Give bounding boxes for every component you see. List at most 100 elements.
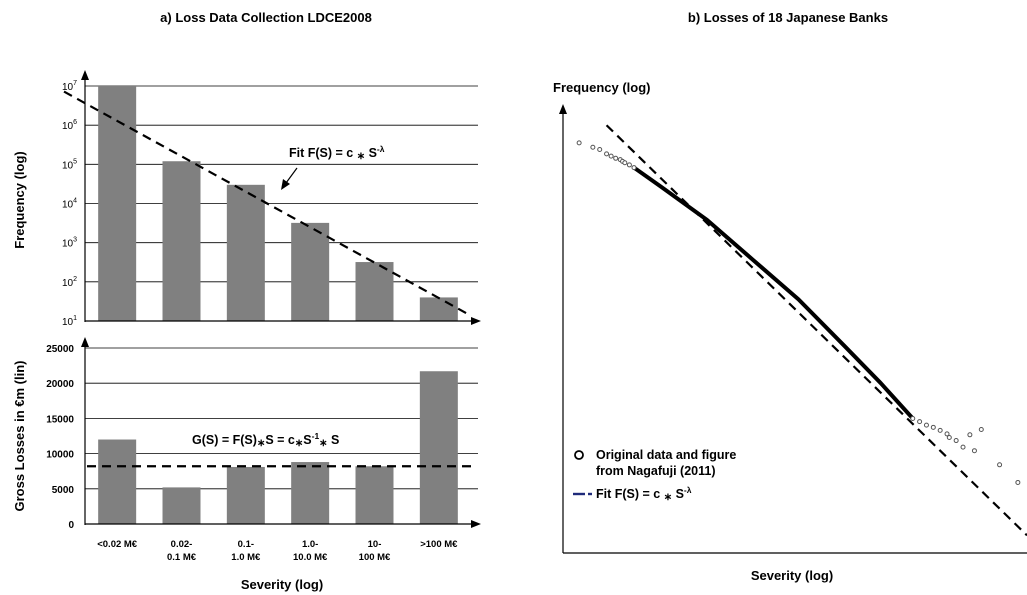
frequency-bar <box>226 184 265 321</box>
scatter-point <box>953 438 959 444</box>
fit-label-main: Fit F(S) = c <box>289 146 357 160</box>
losses-grid <box>85 347 478 490</box>
category-label: 10.0 M€ <box>293 552 328 563</box>
losses-bar <box>419 371 458 524</box>
frequency-bar <box>291 222 330 321</box>
losses-tick-labels: 0 5000 10000 15000 20000 25000 <box>46 344 74 531</box>
scatter-point <box>613 155 619 161</box>
losses-x-arrow <box>471 520 481 528</box>
scatter-point <box>590 144 596 150</box>
scatter-point <box>604 151 610 157</box>
frequency-bar <box>355 262 394 321</box>
scatter-point <box>944 431 950 437</box>
panel-a: a) Loss Data Collection LDCE2008 1011021… <box>12 10 481 592</box>
panel-b-y-label: Frequency (log) <box>553 80 651 95</box>
panel-b-x-label: Severity (log) <box>751 568 833 583</box>
losses-tick-label: 25000 <box>46 344 74 355</box>
scatter-point <box>597 146 603 152</box>
category-label: 100 M€ <box>359 552 391 563</box>
frequency-y-label: Frequency (log) <box>12 151 27 249</box>
scatter-point <box>930 424 936 430</box>
category-label: 0.1- <box>238 539 254 550</box>
category-labels: <0.02 M€ 0.02- 0.1 M€ 0.1- 1.0 M€ 1.0- 10.0 M€… <box>97 539 458 563</box>
losses-bar <box>355 466 394 524</box>
category-label: <0.02 M€ <box>97 539 138 550</box>
scatter-point <box>917 419 923 425</box>
frequency-fit-annotation: Fit F(S) = c ∗ S-λ <box>281 144 385 190</box>
panel-b-legend: Original data and figure from Nagafuji (… <box>573 448 736 503</box>
panel-a-x-label: Severity (log) <box>241 577 323 592</box>
losses-bars <box>98 371 458 524</box>
losses-bar <box>291 462 330 524</box>
category-label: 1.0- <box>302 539 318 550</box>
losses-y-arrow <box>81 337 89 347</box>
scatter-point <box>960 444 966 450</box>
fit-label-mid: S <box>365 146 377 160</box>
panel-b-title: b) Losses of 18 Japanese Banks <box>688 10 888 25</box>
scatter-point <box>622 160 628 166</box>
g-label-sup: -1 <box>312 431 320 441</box>
category-label: 0.1 M€ <box>167 552 197 563</box>
legend-circle-marker <box>574 450 584 460</box>
category-label: 0.02- <box>171 539 193 550</box>
frequency-tick-label: 107 <box>62 80 77 93</box>
panel-b-scatter-points <box>576 140 1021 485</box>
scatter-point <box>576 140 582 146</box>
frequency-tick-label: 105 <box>62 158 77 171</box>
panel-a-title: a) Loss Data Collection LDCE2008 <box>160 10 372 25</box>
frequency-tick-label: 102 <box>62 276 77 289</box>
g-label-end: S <box>328 433 340 447</box>
scatter-point <box>1015 479 1021 485</box>
losses-fit-annotation: G(S) = F(S)∗S = c∗S-1∗ S <box>192 431 339 449</box>
losses-tick-label: 0 <box>68 520 74 531</box>
category-label: 10- <box>368 539 382 550</box>
scatter-point <box>967 432 973 438</box>
fit-pointer-arrow <box>281 179 290 190</box>
category-label: 1.0 M€ <box>231 552 261 563</box>
panel-b-dense-data <box>632 165 915 421</box>
losses-tick-label: 20000 <box>46 379 74 390</box>
losses-y-label: Gross Losses in €m (lin) <box>12 361 27 512</box>
scatter-point <box>978 427 984 433</box>
scatter-point <box>946 434 952 440</box>
scatter-point <box>937 427 943 433</box>
g-label-main: G(S) = F(S) <box>192 433 257 447</box>
frequency-grid <box>85 85 478 283</box>
scatter-point <box>997 462 1003 468</box>
legend-entry-1-line1: Original data and figure <box>596 448 736 462</box>
scatter-point <box>923 422 929 428</box>
g-label-mid: S = c <box>265 433 295 447</box>
losses-bar <box>162 487 201 524</box>
fit-label-sup: -λ <box>377 144 385 154</box>
frequency-bar <box>162 161 201 321</box>
frequency-x-arrow <box>471 317 481 325</box>
frequency-y-arrow <box>81 70 89 80</box>
frequency-tick-label: 103 <box>62 237 77 250</box>
losses-tick-label: 10000 <box>46 450 74 461</box>
scatter-point <box>971 448 977 454</box>
panel-b: b) Losses of 18 Japanese Banks Frequency… <box>553 10 1027 583</box>
frequency-tick-label: 106 <box>62 119 77 132</box>
losses-tick-label: 5000 <box>52 485 75 496</box>
frequency-tick-label: 104 <box>62 198 77 211</box>
legend-entry-1-line2: from Nagafuji (2011) <box>596 464 715 478</box>
frequency-bar <box>419 297 458 321</box>
frequency-tick-label: 101 <box>62 315 77 328</box>
frequency-tick-labels: 101 102 103 104 105 106 107 <box>62 80 77 328</box>
fit-pointer-line <box>285 167 298 184</box>
scatter-point <box>626 162 632 168</box>
frequency-bars <box>98 86 458 321</box>
losses-bar <box>226 466 265 524</box>
scatter-point <box>631 165 637 171</box>
losses-bar <box>98 439 137 524</box>
category-label: >100 M€ <box>420 539 458 550</box>
legend-entry-2: Fit F(S) = c ∗ S-λ <box>596 485 692 503</box>
svg-text:Fit F(S) = c ∗ S-λ: Fit F(S) = c ∗ S-λ <box>289 144 385 162</box>
panel-b-fit-line <box>605 124 1027 537</box>
scatter-point <box>910 415 916 421</box>
frequency-fit-line <box>63 90 469 316</box>
panel-b-y-arrow <box>559 104 567 114</box>
frequency-bar <box>98 86 137 321</box>
losses-tick-label: 15000 <box>46 414 74 425</box>
